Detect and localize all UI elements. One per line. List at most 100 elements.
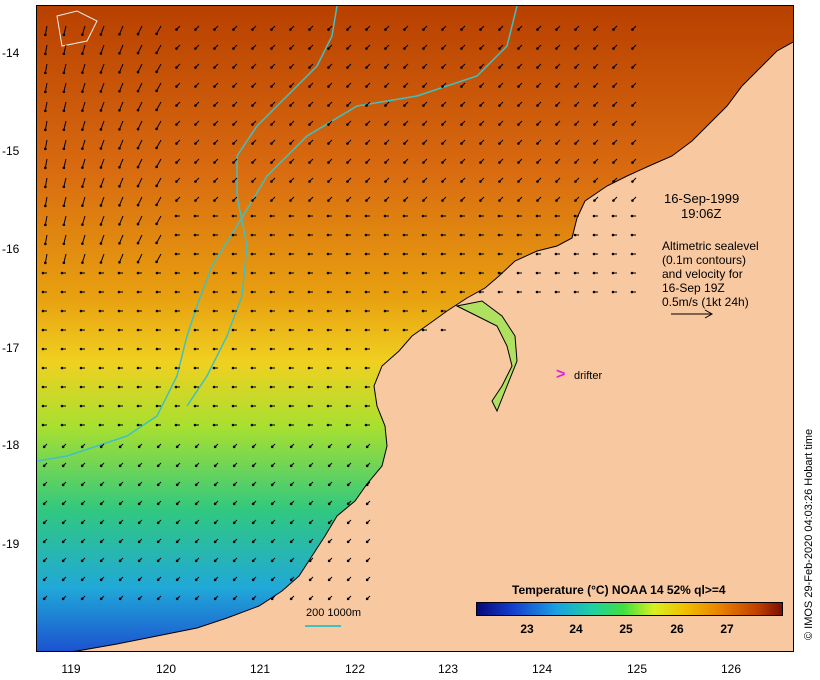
velocity-arrow-head [136,184,140,188]
velocity-arrow-head [98,271,102,275]
velocity-arrow-head [42,559,46,563]
velocity-arrow-head [536,47,539,50]
velocity-arrow-head [270,464,274,468]
velocity-arrow-head [175,104,178,107]
velocity-arrow-head [194,28,197,31]
velocity-arrow-head [136,271,140,275]
velocity-arrow-head [459,214,463,218]
velocity-arrow-head [136,385,140,389]
velocity-arrow-head [118,559,122,563]
velocity-arrow-head [630,252,634,256]
velocity-arrow-head [460,199,463,202]
velocity-arrow-head [251,28,254,31]
velocity-arrow-head [213,464,217,468]
velocity-arrow-head [326,328,330,332]
velocity-arrow-head [136,404,140,408]
velocity-arrow-head [365,597,369,601]
velocity-arrow-head [250,252,254,256]
velocity-arrow-head [384,199,387,202]
velocity-arrow-head [364,233,368,237]
velocity-arrow-head [441,180,444,183]
velocity-arrow-head [498,47,501,50]
velocity-arrow-head [517,28,520,31]
velocity-arrow-head [327,123,330,126]
velocity-arrow-head [117,290,121,294]
velocity-arrow-head [213,28,216,31]
velocity-arrow-head [99,597,103,601]
velocity-arrow [44,120,48,130]
velocity-arrow [81,101,86,111]
velocity-arrow-head [136,290,140,294]
velocity-arrow-head [403,66,406,69]
velocity-arrow-head [251,66,254,69]
velocity-arrow-head [592,290,596,294]
velocity-arrow-head [44,166,47,170]
velocity-arrow-head [118,127,121,131]
velocity-arrow-head [402,309,406,313]
velocity-arrow-head [136,309,140,313]
velocity-arrow [44,196,48,206]
velocity-arrow-head [289,199,292,202]
velocity-arrow-head [194,521,198,525]
velocity-arrow-head [460,85,463,88]
velocity-arrow-head [592,233,596,237]
velocity-arrow [63,253,67,263]
velocity-arrow-head [156,597,160,601]
velocity-arrow-head [174,252,178,256]
velocity-arrow-head [346,142,349,145]
velocity-arrow-head [536,180,539,183]
velocity-arrow-head [440,271,444,275]
velocity-arrow-head [516,214,520,218]
velocity-arrow-head [631,123,634,126]
velocity-arrow-head [327,161,330,164]
velocity-arrow-head [516,252,520,256]
velocity-arrow-head [61,559,65,563]
velocity-arrow-head [136,51,140,55]
velocity-arrow-head [99,166,103,169]
velocity-arrow-head [326,214,330,218]
velocity-arrow-head [535,290,539,294]
velocity-arrow-head [593,161,596,164]
velocity-arrow-head [270,445,274,449]
velocity-arrow-head [479,142,482,145]
velocity-arrow [119,234,124,244]
velocity-arrow-head [136,423,140,427]
velocity-arrow-head [212,214,216,218]
velocity-arrow-head [270,483,274,487]
velocity-arrow-head [535,271,539,275]
velocity-arrow-head [421,328,425,332]
velocity-arrow-head [44,204,47,208]
velocity-arrow-head [269,385,273,389]
velocity-arrow-head [479,66,482,69]
velocity-arrow-head [193,271,197,275]
velocity-arrow-head [555,180,558,183]
velocity-arrow-head [118,483,122,487]
velocity-arrow-head [80,578,84,582]
velocity-arrow-head [118,146,121,150]
velocity-arrow-head [81,109,84,112]
velocity-arrow [156,25,162,35]
velocity-arrow-head [231,233,235,237]
velocity-arrow-head [289,142,292,145]
velocity-arrow-head [231,423,235,427]
velocity-arrow-head [327,104,330,107]
velocity-arrow-head [459,271,463,275]
velocity-arrow-head [155,290,159,294]
credit-text: © IMOS 29-Feb-2020 04:03:26 Hobart time [803,428,815,640]
velocity-arrow-head [175,502,179,506]
velocity-arrow-head [554,271,558,275]
velocity-arrow-head [479,199,482,202]
velocity-arrow-head [307,423,311,427]
velocity-arrow [100,101,105,111]
velocity-arrow-head [364,271,368,275]
velocity-arrow-head [251,464,255,468]
velocity-arrow-head [307,347,311,351]
velocity-arrow-head [193,328,197,332]
velocity-arrow-head [593,104,596,107]
velocity-arrow-head [631,199,634,202]
velocity-arrow-head [593,66,596,69]
velocity-arrow-head [79,347,83,351]
velocity-arrow-head [231,271,235,275]
velocity-arrow-head [194,597,198,601]
velocity-arrow-head [193,366,197,370]
